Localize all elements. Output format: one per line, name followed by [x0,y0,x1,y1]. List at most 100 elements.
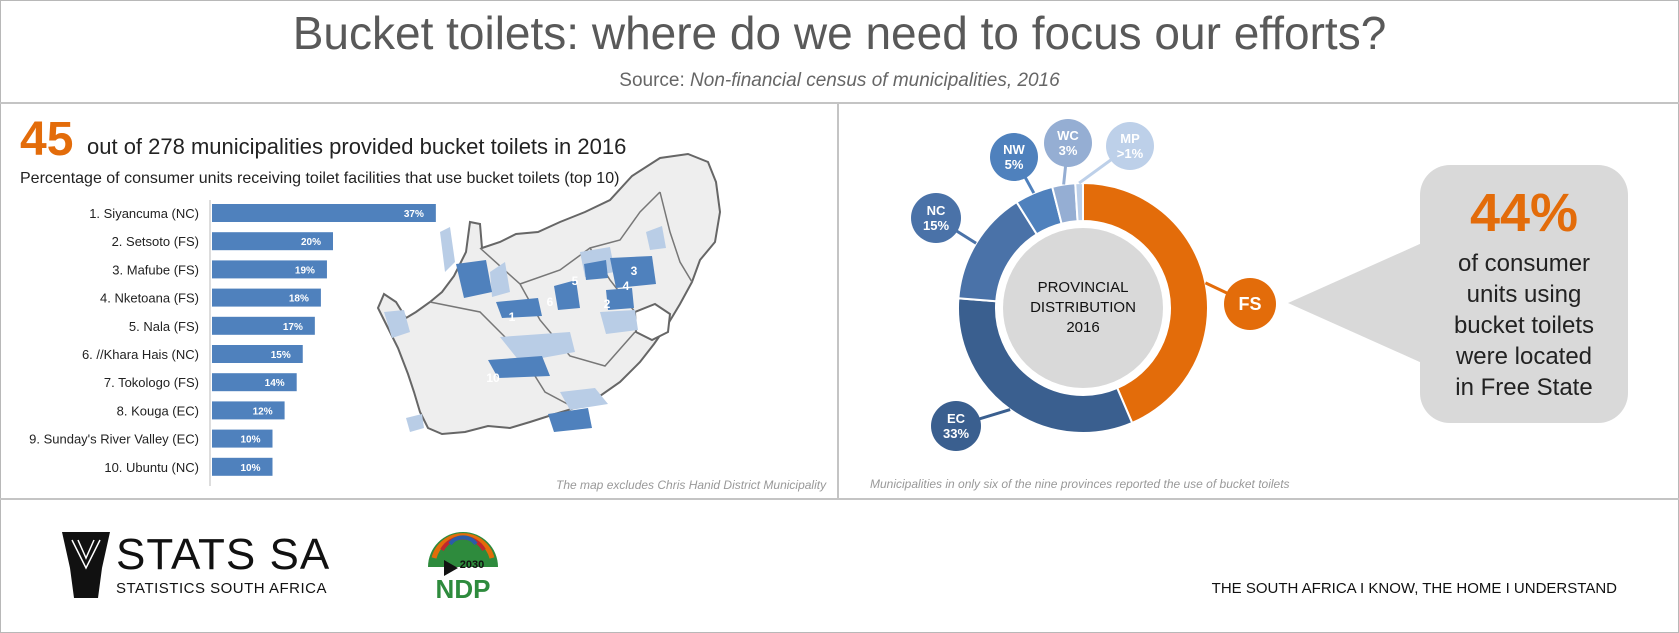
map-markers: 1 2 34 5 6 7 89 10 [442,264,638,449]
donut-data-label: 33% [943,426,969,441]
map-province-border [659,191,693,283]
divider-bottom [0,498,1679,500]
bar-value-label: 15% [271,350,291,361]
page-title: Bucket toilets: where do we need to focu… [292,7,1387,59]
bar [212,316,315,335]
donut-data-label: 3% [1059,143,1078,158]
map-marker-label: 8 [532,435,539,449]
bar-value-label: 20% [301,237,321,248]
donut-data-label: 15% [923,218,949,233]
map-lesotho [633,302,672,342]
bar-value-label: 12% [253,406,273,417]
province-note: Municipalities in only six of the nine p… [870,477,1290,491]
tagline: THE SOUTH AFRICA I KNOW, THE HOME I UNDE… [1211,580,1617,597]
map-marker-label: 7 [442,274,449,288]
map-region-light [490,262,510,297]
donut-data-label: EC [947,411,966,426]
callout-bubble [1420,165,1628,423]
bar-category-label: 10. Ubuntu (NC) [104,460,199,475]
stats-sa-logo-text: STATS SA [116,530,331,579]
ndp-year: 2030 [460,559,484,571]
donut-data-label: NW [1003,142,1025,157]
stats-sa-logo-subtitle: STATISTICS SOUTH AFRICA [116,580,327,597]
map-region-dark [496,298,542,318]
bar [212,232,333,251]
callout-line: in Free State [1455,374,1593,401]
map-marker-label: 3 [631,264,638,278]
donut-label-bubble [1106,122,1154,170]
callout-line: units using [1466,281,1582,308]
donut-label-bubble [911,193,961,243]
map-region-dark [548,408,592,432]
divider-top [0,102,1679,104]
bar-value-label: 10% [240,463,260,474]
map-marker-label: 1 [509,310,516,324]
bar [212,373,297,392]
map-region-light [440,227,455,272]
map-marker-label: 10 [486,371,500,385]
source-prefix: Source: [619,70,691,91]
bar-value-label: 37% [404,209,424,220]
bar [212,429,273,448]
donut-label-bubble [931,401,981,451]
bar [212,260,327,279]
map-marker-label: 4 [623,279,630,293]
donut-label-bubble [990,133,1038,181]
map-country-outline [376,152,722,436]
callout-percentage: 44% [1469,183,1579,243]
donut-center [1003,228,1163,388]
bar-category-label: 8. Kouga (EC) [117,403,199,418]
bar-category-label: 4. Nketoana (FS) [100,291,199,306]
ndp-logo: 2030 NDP [426,530,500,604]
divider-middle [837,104,839,500]
donut-label-bubble [1044,119,1092,167]
callout-line: of consumer [1457,250,1591,277]
donut-center-label: 2016 [1066,319,1099,336]
bar-chart-subtitle: Percentage of consumer units receiving t… [20,170,620,187]
bar-value-label: 18% [289,294,309,305]
map-marker-label: 6 [547,295,554,309]
callout-text: of consumer units using bucket toilets w… [1420,248,1628,403]
bar-category-label: 5. Nala (FS) [129,319,199,334]
donut-data-label: WC [1057,128,1079,143]
municipality-count: 45 [20,113,74,166]
callout-line: were located [1455,343,1593,370]
bar-value-label: 14% [265,378,285,389]
bar-value-label: 10% [240,435,260,446]
bar [212,204,436,222]
source-line: Source: Non-financial census of municipa… [0,70,1679,92]
bar [212,401,285,420]
map-region-light [600,310,638,334]
bar-category-label: 2. Setsoto (FS) [112,234,199,249]
map-region-light [384,310,410,338]
map-region-dark [610,256,656,288]
map-region-light [500,332,575,362]
source-text: Non-financial census of municipalities, … [690,70,1060,91]
donut-data-label: MP [1120,131,1140,146]
map-note: The map excludes Chris Hanid District Mu… [556,478,827,492]
map-region-dark [554,280,580,310]
map-marker-label: 2 [604,297,611,311]
bar-category-label: 6. //Khara Hais (NC) [82,347,199,362]
map-region-light [406,414,424,432]
bar [212,457,273,476]
donut-data-label: NC [927,203,946,218]
map-region-light [560,388,608,410]
ndp-text: NDP [436,574,491,604]
donut-slice-mp [1074,181,1084,223]
donut-data-label: 5% [1005,157,1024,172]
bar [212,288,321,307]
map-region-light [646,226,666,250]
map-region-dark [488,356,550,378]
bar-value-label: 17% [283,322,303,333]
callout-line: bucket toilets [1453,312,1595,339]
map-province-border [519,191,661,285]
donut-slice-fs [1082,181,1209,425]
bar-category-label: 7. Tokologo (FS) [104,375,199,390]
headline: out of 278 municipalities provided bucke… [87,134,627,159]
bar [212,345,303,363]
map-marker-label: 5 [572,274,579,288]
donut-label-bubble [1224,278,1276,330]
map-region-dark [584,260,608,280]
